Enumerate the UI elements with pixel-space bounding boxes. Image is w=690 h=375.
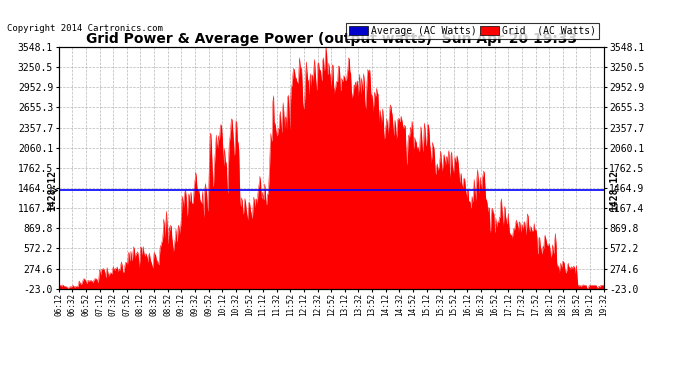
Text: Copyright 2014 Cartronics.com: Copyright 2014 Cartronics.com — [7, 24, 163, 33]
Text: 1428.12: 1428.12 — [609, 170, 619, 211]
Legend: Average (AC Watts), Grid  (AC Watts): Average (AC Watts), Grid (AC Watts) — [346, 23, 599, 39]
Title: Grid Power & Average Power (output watts)  Sun Apr 20 19:33: Grid Power & Average Power (output watts… — [86, 32, 577, 46]
Text: 1428.12: 1428.12 — [48, 170, 57, 211]
